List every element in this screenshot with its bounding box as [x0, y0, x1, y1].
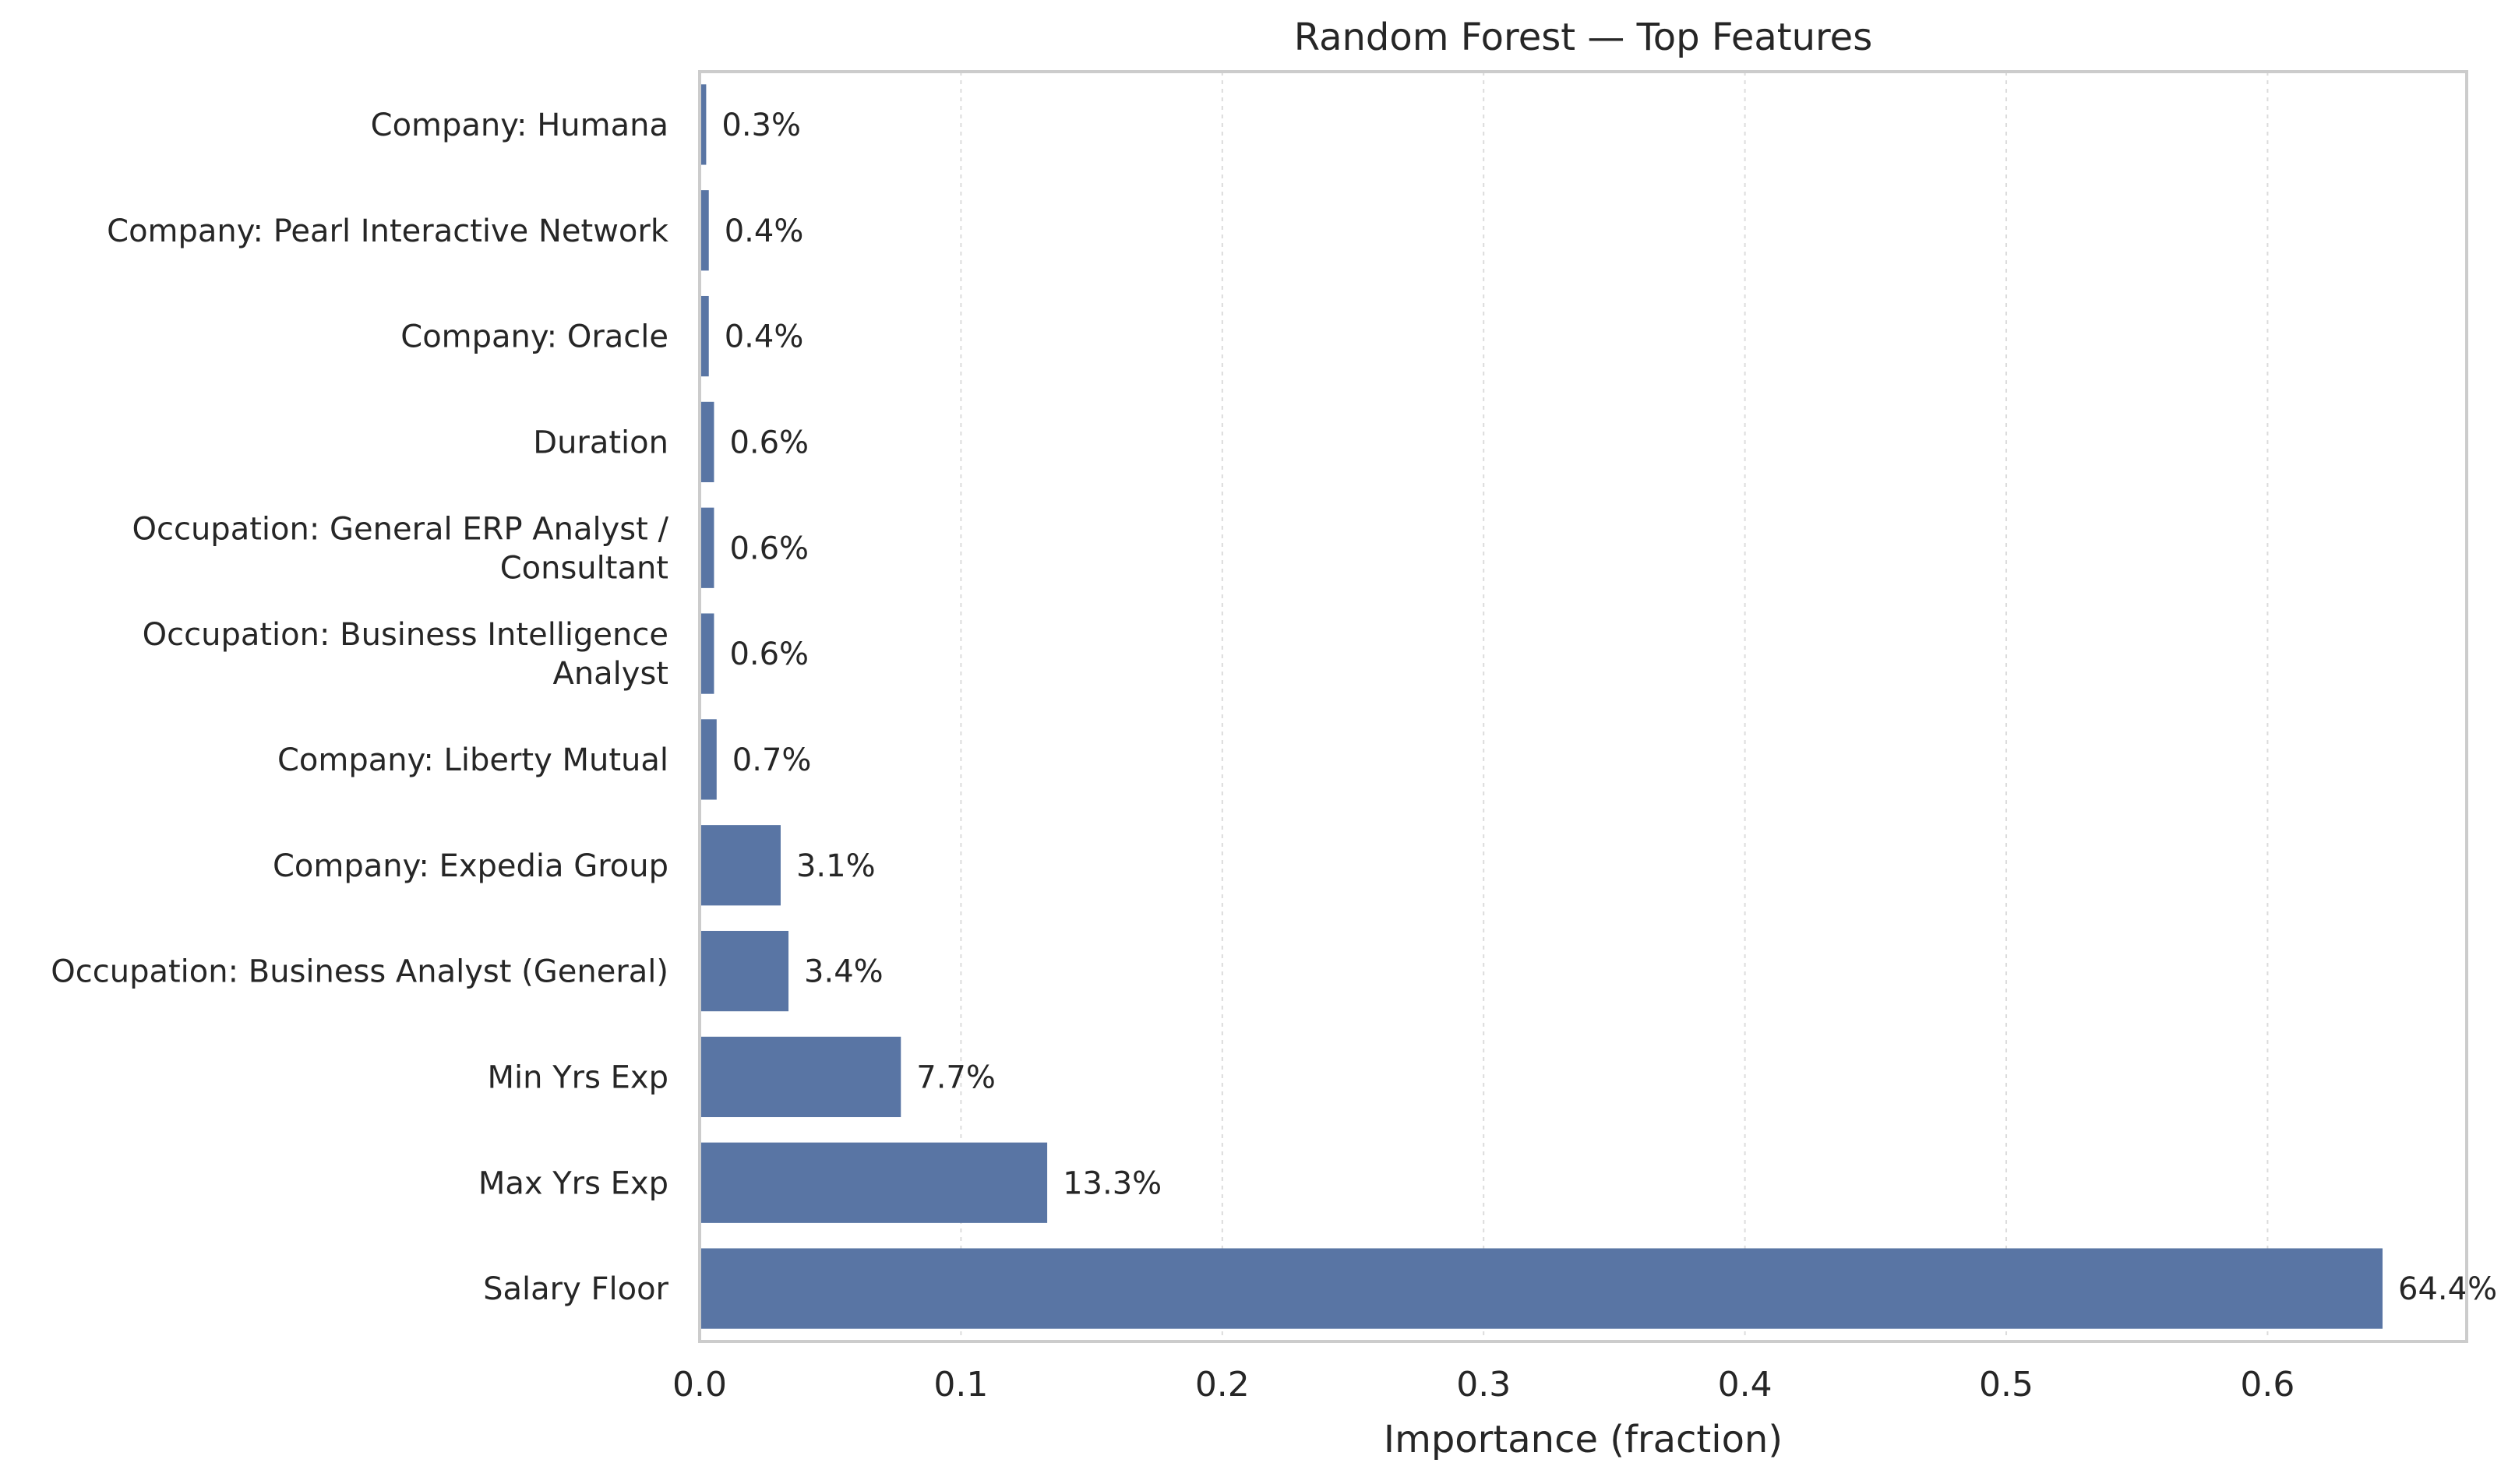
bar — [700, 1142, 1048, 1223]
data-label: 0.3% — [721, 108, 801, 143]
bar — [700, 1036, 901, 1118]
bar — [700, 613, 714, 694]
category-label: Salary Floor — [483, 1271, 668, 1307]
bar — [700, 1248, 2383, 1329]
bar — [700, 295, 709, 377]
x-tick-label: 0.0 — [672, 1365, 727, 1405]
bars — [700, 84, 2383, 1329]
x-tick-label: 0.2 — [1195, 1365, 1250, 1405]
data-label: 0.7% — [732, 742, 812, 778]
data-label: 7.7% — [916, 1059, 996, 1095]
x-axis-ticks: 0.0 0.1 0.2 0.3 0.4 0.5 0.6 — [672, 1365, 2295, 1405]
bar — [700, 719, 717, 800]
bar — [700, 190, 709, 271]
x-tick-label: 0.5 — [1979, 1365, 2034, 1405]
plot-frame — [698, 70, 2468, 1343]
data-label: 0.6% — [729, 531, 809, 566]
category-label: Company: Pearl Interactive Network — [107, 213, 669, 249]
category-label: Company: Expedia Group — [273, 848, 668, 884]
data-label: 64.4% — [2398, 1271, 2497, 1307]
category-label: Occupation: Business Analyst (General) — [51, 954, 668, 990]
category-label: Company: Humana — [371, 108, 668, 143]
x-tick-label: 0.3 — [1456, 1365, 1511, 1405]
category-label: Company: Liberty Mutual — [277, 742, 668, 778]
category-label: Occupation: General ERP Analyst / Consult… — [132, 511, 668, 586]
bar — [700, 930, 789, 1012]
x-tick-label: 0.4 — [1718, 1365, 1772, 1405]
chart-title: Random Forest — Top Features — [1294, 16, 1872, 59]
bar — [700, 84, 707, 165]
x-tick-label: 0.6 — [2240, 1365, 2295, 1405]
data-label: 0.6% — [729, 425, 809, 460]
value-labels: 0.3% 0.4% 0.4% 0.6% 0.6% 0.6% 0.7% 3.1% 3.4% 7.7%… — [721, 108, 2497, 1307]
data-label: 3.1% — [796, 848, 876, 884]
category-label: Max Yrs Exp — [478, 1165, 668, 1201]
gridlines — [960, 72, 2269, 1341]
data-label: 3.4% — [804, 954, 884, 990]
category-label: Min Yrs Exp — [488, 1059, 668, 1095]
category-label: Duration — [533, 425, 668, 460]
x-tick-label: 0.1 — [933, 1365, 988, 1405]
category-labels: Company: Humana Company: Pearl Interactiv… — [51, 108, 669, 1307]
data-label: 0.4% — [725, 213, 804, 249]
bar — [700, 401, 714, 483]
data-label: 0.6% — [729, 636, 809, 672]
bar — [700, 825, 781, 906]
category-label: Company: Oracle — [400, 319, 668, 355]
x-axis-title: Importance (fraction) — [1384, 1418, 1783, 1461]
data-label: 13.3% — [1063, 1165, 1162, 1201]
bar — [700, 507, 714, 588]
data-label: 0.4% — [725, 319, 804, 355]
category-label: Occupation: Business Intelligence Analyst — [143, 617, 668, 692]
